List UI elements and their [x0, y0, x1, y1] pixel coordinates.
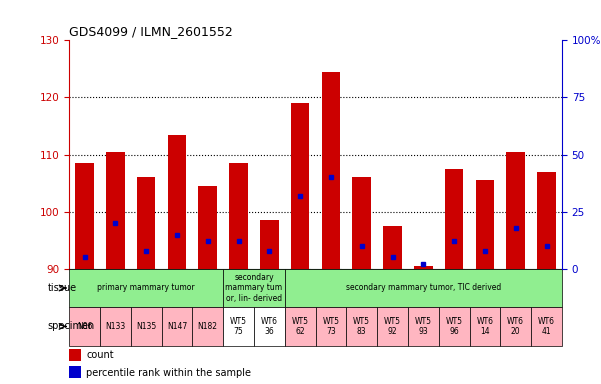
Text: percentile rank within the sample: percentile rank within the sample	[87, 367, 251, 377]
Bar	[69, 307, 100, 346]
Bar	[408, 307, 439, 346]
Bar	[285, 307, 316, 346]
Text: GDS4099 / ILMN_2601552: GDS4099 / ILMN_2601552	[69, 25, 233, 38]
Bar	[414, 266, 433, 269]
Bar	[192, 307, 223, 346]
Text: secondary
mammary tum
or, lin- derived: secondary mammary tum or, lin- derived	[225, 273, 282, 303]
Bar	[137, 177, 156, 269]
Bar	[507, 152, 525, 269]
Bar	[537, 172, 556, 269]
Text: WT6
14: WT6 14	[477, 317, 493, 336]
Bar	[346, 307, 377, 346]
Bar	[69, 366, 82, 379]
Bar	[69, 269, 223, 307]
Bar	[198, 186, 217, 269]
Bar	[476, 180, 494, 269]
Text: WT6
20: WT6 20	[507, 317, 524, 336]
Bar	[322, 72, 340, 269]
Bar	[223, 269, 285, 307]
Text: N182: N182	[198, 322, 218, 331]
Text: WT5
93: WT5 93	[415, 317, 432, 336]
Bar	[75, 163, 94, 269]
Text: WT6
41: WT6 41	[538, 317, 555, 336]
Text: tissue: tissue	[47, 283, 77, 293]
Bar	[316, 307, 346, 346]
Bar	[100, 307, 131, 346]
Text: N86: N86	[77, 322, 92, 331]
Text: N133: N133	[105, 322, 126, 331]
Text: secondary mammary tumor, TIC derived: secondary mammary tumor, TIC derived	[346, 283, 501, 293]
Text: N147: N147	[167, 322, 187, 331]
Text: WT6
36: WT6 36	[261, 317, 278, 336]
Bar	[230, 163, 248, 269]
Text: WT5
62: WT5 62	[291, 317, 309, 336]
Text: WT5
92: WT5 92	[384, 317, 401, 336]
Text: WT5
96: WT5 96	[445, 317, 463, 336]
Text: N135: N135	[136, 322, 156, 331]
Bar	[383, 226, 402, 269]
Bar	[291, 103, 310, 269]
Bar	[106, 152, 124, 269]
Bar	[162, 307, 192, 346]
Bar	[501, 307, 531, 346]
Bar	[69, 349, 82, 361]
Bar	[439, 307, 469, 346]
Bar	[285, 269, 562, 307]
Bar	[531, 307, 562, 346]
Bar	[445, 169, 463, 269]
Text: WT5
83: WT5 83	[353, 317, 370, 336]
Text: specimen: specimen	[47, 321, 95, 331]
Bar	[352, 177, 371, 269]
Text: WT5
75: WT5 75	[230, 317, 247, 336]
Bar	[223, 307, 254, 346]
Bar	[168, 134, 186, 269]
Text: count: count	[87, 350, 114, 360]
Text: primary mammary tumor: primary mammary tumor	[97, 283, 195, 293]
Bar	[260, 220, 279, 269]
Bar	[131, 307, 162, 346]
Bar	[254, 307, 285, 346]
Bar	[469, 307, 501, 346]
Text: WT5
73: WT5 73	[322, 317, 340, 336]
Bar	[377, 307, 408, 346]
